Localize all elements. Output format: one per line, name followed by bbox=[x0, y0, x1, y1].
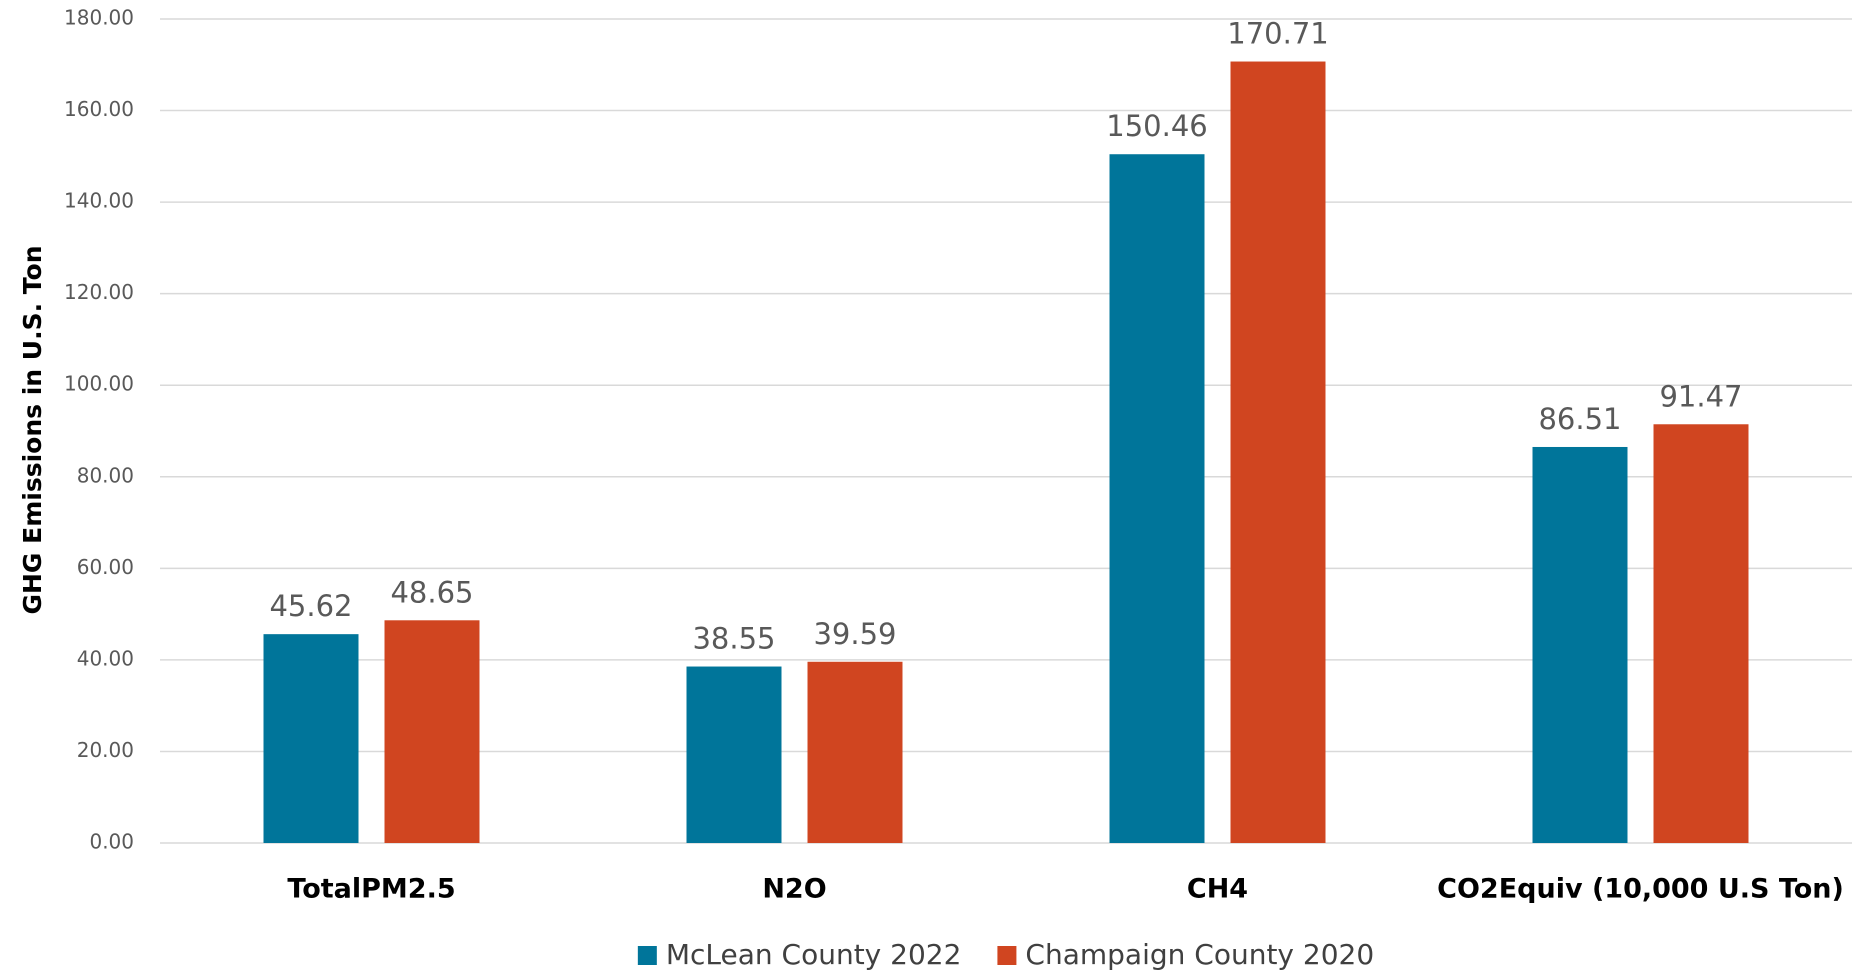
value-label: 91.47 bbox=[1659, 379, 1742, 413]
legend-label: McLean County 2022 bbox=[666, 938, 962, 971]
y-tick-label: 20.00 bbox=[77, 738, 134, 762]
y-tick-label: 40.00 bbox=[77, 646, 134, 670]
y-tick-label: 180.00 bbox=[64, 6, 134, 30]
legend-label: Champaign County 2020 bbox=[1025, 938, 1374, 971]
legend-swatch bbox=[997, 946, 1017, 965]
bar bbox=[1230, 61, 1326, 843]
value-label: 38.55 bbox=[692, 622, 775, 656]
x-tick-label: TotalPM2.5 bbox=[287, 874, 455, 905]
x-tick-label: CH4 bbox=[1187, 874, 1248, 905]
bar bbox=[1532, 446, 1628, 843]
y-tick-label: 160.00 bbox=[64, 97, 134, 121]
value-label: 170.71 bbox=[1227, 17, 1328, 51]
bar bbox=[384, 620, 480, 843]
x-tick-label: N2O bbox=[762, 874, 826, 905]
bar bbox=[807, 661, 903, 843]
bar bbox=[1653, 424, 1749, 843]
legend-swatch bbox=[637, 946, 657, 965]
value-label: 45.62 bbox=[269, 589, 352, 623]
y-tick-label: 80.00 bbox=[77, 463, 134, 487]
bar bbox=[1109, 154, 1205, 844]
value-label: 86.51 bbox=[1538, 402, 1621, 436]
y-tick-label: 140.00 bbox=[64, 189, 134, 213]
value-label: 48.65 bbox=[390, 575, 473, 609]
y-axis-label: GHG Emissions in U.S. Ton bbox=[18, 245, 47, 614]
y-tick-label: 60.00 bbox=[77, 555, 134, 579]
bar bbox=[263, 634, 359, 843]
y-tick-label: 0.00 bbox=[89, 830, 134, 854]
x-tick-label: CO2Equiv (10,000 U.S Ton) bbox=[1437, 874, 1844, 905]
y-tick-label: 100.00 bbox=[64, 372, 134, 396]
bar bbox=[686, 666, 782, 843]
y-tick-label: 120.00 bbox=[64, 280, 134, 304]
value-label: 39.59 bbox=[813, 617, 896, 651]
value-label: 150.46 bbox=[1106, 109, 1207, 143]
